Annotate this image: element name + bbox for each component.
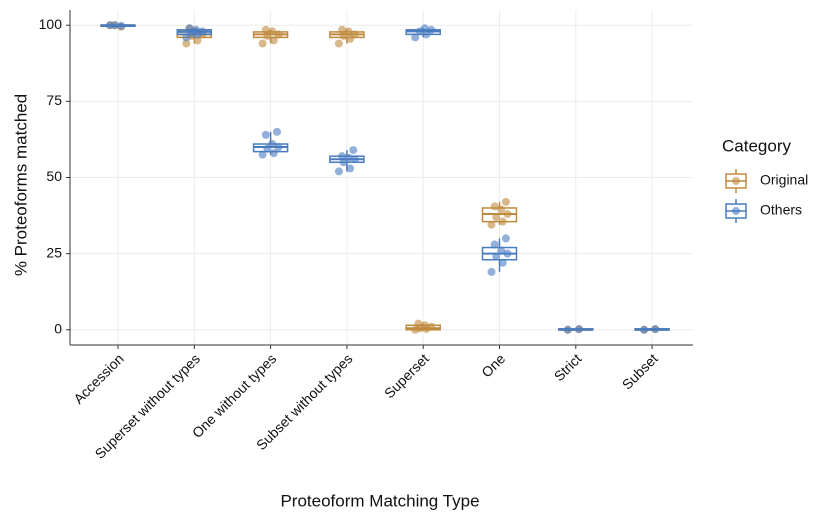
point (350, 155, 359, 164)
y-axis-title: % Proteoforms matched (11, 94, 30, 276)
point (344, 27, 353, 36)
point (501, 234, 510, 243)
legend-point (732, 207, 740, 215)
point (349, 146, 358, 155)
point (334, 167, 343, 176)
point (185, 24, 194, 33)
x-axis-title: Proteoform Matching Type (280, 491, 479, 510)
x-tick-label: One without types (189, 350, 280, 441)
point (268, 140, 277, 148)
point (261, 25, 270, 34)
point (492, 213, 501, 222)
point (274, 143, 283, 152)
point (497, 246, 506, 255)
point (492, 252, 501, 261)
point (274, 30, 283, 39)
point (563, 325, 572, 334)
point (490, 240, 499, 249)
point (338, 25, 347, 34)
point (575, 325, 583, 334)
y-tick-label: 0 (54, 320, 62, 336)
point (198, 27, 207, 36)
point (427, 322, 436, 331)
point (273, 127, 281, 136)
y-tick-label: 100 (39, 16, 63, 32)
point (487, 267, 496, 276)
x-tick-label: Subset (619, 350, 661, 392)
x-tick-label: Accession (70, 350, 126, 406)
point (346, 164, 355, 173)
point (338, 152, 347, 161)
legend-title: Category (722, 136, 791, 155)
x-tick-label: Strict (551, 350, 585, 384)
point (258, 150, 267, 159)
y-tick-label: 25 (46, 244, 62, 260)
point (651, 325, 660, 334)
x-tick-label: One (478, 350, 508, 380)
point (261, 130, 270, 139)
point (191, 25, 200, 34)
point (427, 25, 436, 34)
point (640, 325, 649, 334)
point (411, 33, 420, 42)
legend-label: Others (760, 202, 802, 218)
point (258, 39, 267, 48)
legend-point (732, 177, 740, 185)
point (350, 30, 359, 39)
point (268, 27, 277, 36)
point (117, 21, 126, 30)
point (503, 249, 512, 258)
point (334, 39, 343, 48)
point (110, 21, 119, 30)
point (414, 319, 423, 328)
legend-label: Original (760, 172, 808, 188)
point (498, 258, 507, 267)
point (193, 36, 202, 45)
point (269, 149, 278, 158)
point (269, 36, 278, 45)
point (498, 217, 507, 226)
point (420, 321, 429, 330)
y-tick-label: 75 (46, 92, 62, 108)
x-tick-label: Superset (381, 350, 432, 401)
y-tick-label: 50 (46, 168, 62, 184)
point (344, 153, 353, 162)
point (420, 24, 429, 33)
point (182, 39, 191, 48)
point (501, 197, 510, 206)
point (487, 220, 496, 229)
point (497, 205, 506, 214)
point (503, 210, 512, 219)
point (490, 202, 499, 211)
